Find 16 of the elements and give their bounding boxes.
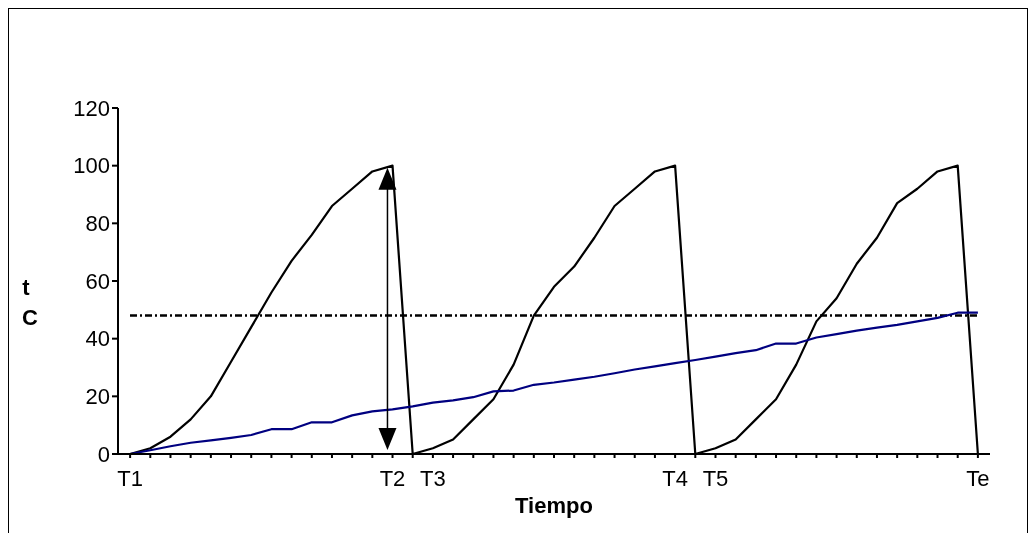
y-tick-label: 80	[85, 211, 110, 237]
x-axis-title: Tiempo	[515, 493, 593, 518]
x-tick-label: T5	[702, 466, 729, 491]
y-tick-label: 20	[85, 384, 110, 410]
x-tick-label: T4	[662, 466, 688, 491]
y-axis-title: t C	[22, 275, 39, 331]
x-tick-label: T2	[379, 466, 406, 491]
y-tick-label: 120	[73, 95, 110, 121]
x-tick-label: T1	[117, 466, 143, 491]
y-tick-label: 0	[97, 441, 110, 467]
y-tick-label: 40	[85, 326, 110, 352]
line-series	[129, 311, 979, 456]
x-tick-label: Te	[966, 466, 990, 491]
y-tick-label: 100	[73, 153, 110, 179]
y-tick-label: 60	[85, 268, 110, 294]
x-tick-label: T3	[420, 466, 446, 491]
